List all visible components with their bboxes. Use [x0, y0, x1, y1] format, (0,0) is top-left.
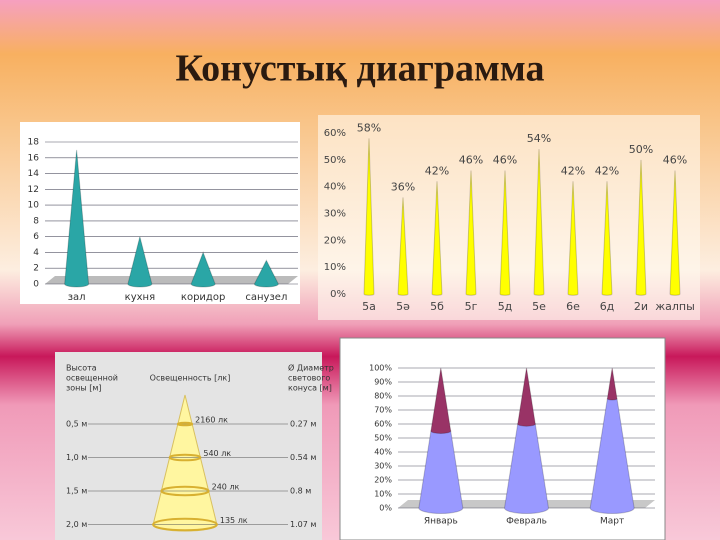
- x-tick-label: кухня: [125, 292, 155, 303]
- header-text: Высота: [66, 364, 97, 373]
- row-lux: 240 лк: [212, 483, 240, 492]
- row-height: 0,5 м: [66, 420, 87, 429]
- cone: [363, 138, 375, 296]
- floor: [45, 276, 298, 284]
- y-tick-label: 100%: [369, 364, 392, 373]
- y-tick-label: 70%: [374, 406, 392, 415]
- y-tick-label: 20%: [324, 235, 346, 246]
- y-tick-label: 0: [33, 280, 39, 290]
- x-tick-label: 5д: [498, 300, 513, 313]
- row-lux: 135 лк: [220, 516, 248, 525]
- light-ring: [168, 453, 202, 462]
- cone: [499, 170, 511, 296]
- cone-segment: [517, 367, 536, 427]
- y-tick-label: 80%: [374, 392, 392, 401]
- y-tick-label: 0%: [330, 289, 346, 300]
- value-label: 46%: [459, 154, 483, 167]
- x-tick-label: 5ә: [396, 300, 410, 313]
- slide-title: Конустық диаграмма: [176, 48, 545, 90]
- y-tick-label: 40%: [324, 182, 346, 193]
- x-tick-label: коридор: [181, 292, 225, 303]
- header-text: Ø Диаметр: [288, 363, 334, 373]
- value-label: 42%: [595, 164, 619, 177]
- y-tick-label: 16: [28, 153, 40, 163]
- y-tick-label: 40%: [374, 448, 392, 457]
- row-diameter: 1.07 м: [290, 520, 316, 529]
- x-tick-label: Январь: [424, 517, 458, 527]
- y-tick-label: 10%: [374, 490, 392, 499]
- x-tick-label: 5е: [532, 300, 546, 313]
- cone: [635, 159, 647, 296]
- value-label: 36%: [391, 180, 415, 193]
- y-tick-label: 30%: [324, 209, 346, 220]
- cone-segment: [606, 367, 618, 401]
- x-tick-label: зал: [68, 292, 86, 303]
- value-label: 42%: [561, 164, 585, 177]
- cone: [127, 236, 153, 288]
- row-height: 2,0 м: [66, 520, 87, 529]
- y-tick-label: 6: [33, 232, 39, 242]
- value-label: 42%: [425, 164, 449, 177]
- header-text: зоны [м]: [66, 384, 102, 393]
- y-tick-label: 60%: [324, 128, 346, 139]
- y-tick-label: 12: [28, 185, 39, 195]
- y-tick-label: 0%: [379, 504, 392, 513]
- x-tick-label: 2и: [634, 300, 648, 313]
- x-tick-label: 6е: [566, 300, 580, 313]
- x-tick-label: 6д: [600, 300, 615, 313]
- cone: [190, 251, 216, 288]
- x-tick-label: Март: [600, 517, 624, 527]
- header-text: освещенной: [66, 374, 118, 383]
- y-tick-label: 18: [28, 138, 40, 148]
- y-tick-label: 2: [33, 264, 39, 274]
- row-lux: 2160 лк: [195, 416, 228, 425]
- cone: [533, 149, 545, 296]
- row-height: 1,5 м: [66, 487, 87, 496]
- x-tick-label: 5г: [465, 300, 478, 313]
- cone: [64, 149, 90, 288]
- row-lux: 540 лк: [203, 449, 231, 458]
- y-tick-label: 14: [28, 169, 40, 179]
- cone: [465, 170, 477, 296]
- value-label: 58%: [357, 121, 381, 134]
- row-diameter: 0.8 м: [290, 487, 311, 496]
- value-label: 46%: [493, 154, 517, 167]
- y-tick-label: 10: [28, 201, 40, 211]
- row-height: 1,0 м: [66, 453, 87, 462]
- cone: [253, 259, 279, 288]
- y-tick-label: 30%: [374, 462, 392, 471]
- x-tick-label: Февраль: [506, 517, 547, 527]
- header-text: Освещенность [лк]: [150, 374, 231, 383]
- header-text: светового: [288, 374, 330, 383]
- value-label: 54%: [527, 132, 551, 145]
- cone: [397, 197, 409, 296]
- cone: [567, 181, 579, 296]
- cone: [431, 181, 443, 296]
- y-tick-label: 90%: [374, 378, 392, 387]
- cone: [601, 181, 613, 296]
- value-label: 50%: [629, 143, 653, 156]
- x-tick-label: санузел: [245, 292, 287, 303]
- y-tick-label: 50%: [374, 434, 392, 443]
- cone-segment: [430, 367, 452, 434]
- y-tick-label: 10%: [324, 262, 346, 273]
- y-tick-label: 50%: [324, 155, 346, 166]
- cone: [669, 170, 681, 296]
- light-ring: [176, 421, 194, 427]
- y-tick-label: 60%: [374, 420, 392, 429]
- row-diameter: 0.27 м: [290, 420, 316, 429]
- x-tick-label: жалпы: [655, 300, 695, 313]
- row-diameter: 0.54 м: [290, 453, 316, 462]
- x-tick-label: 5а: [362, 300, 376, 313]
- y-tick-label: 4: [33, 248, 39, 258]
- header-text: конуса [м]: [288, 384, 332, 393]
- x-tick-label: 5б: [430, 300, 444, 313]
- light-ring: [160, 485, 210, 497]
- y-tick-label: 20%: [374, 476, 392, 485]
- value-label: 46%: [663, 154, 687, 167]
- y-tick-label: 8: [33, 216, 39, 226]
- light-ring: [152, 517, 218, 532]
